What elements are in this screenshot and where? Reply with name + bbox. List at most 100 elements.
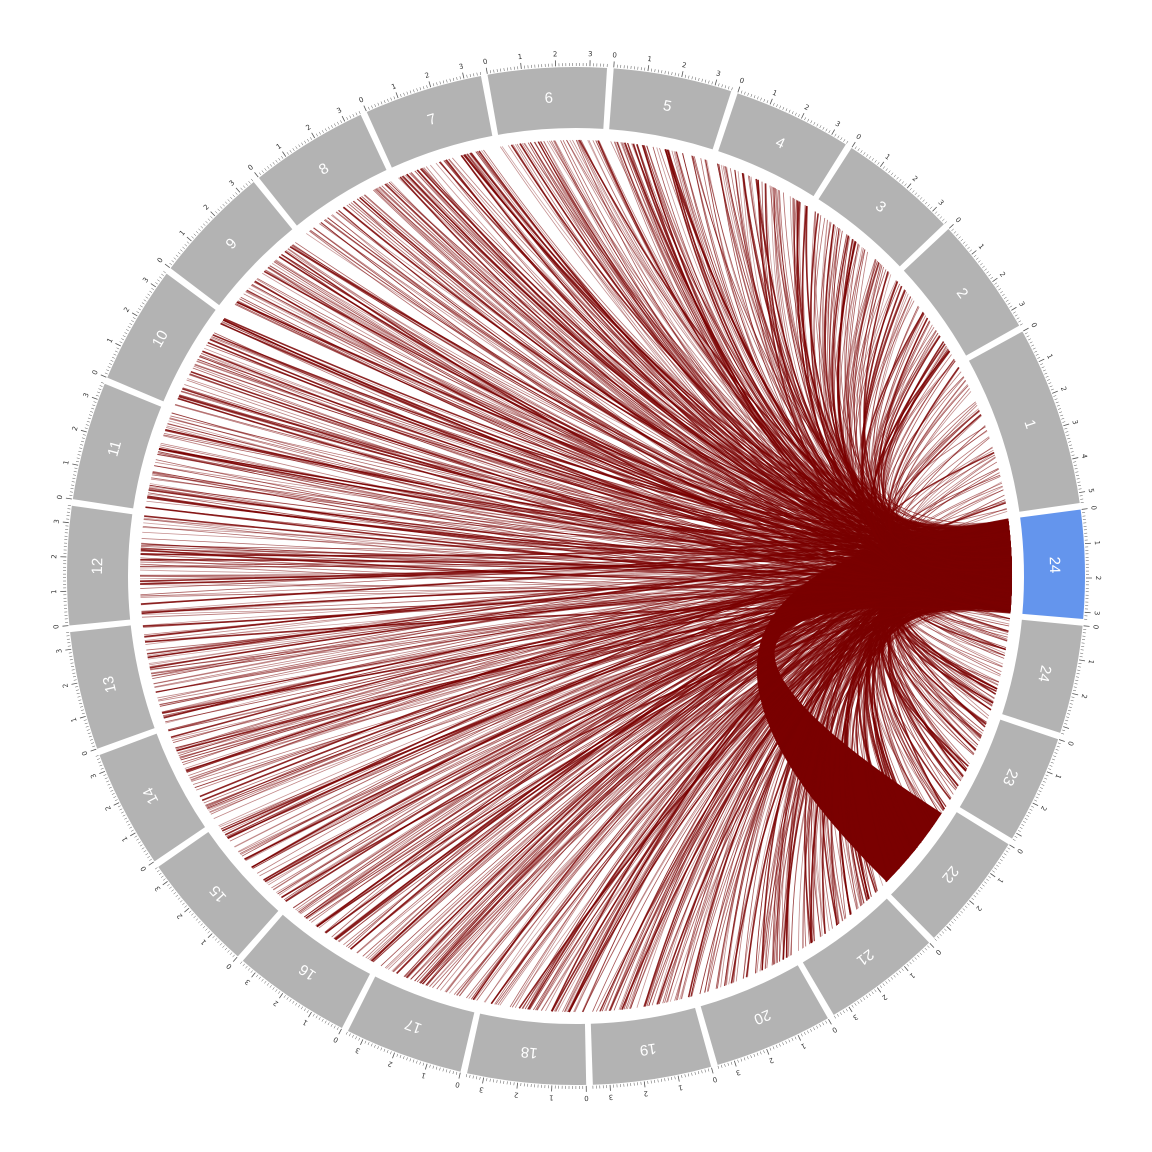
major-tick bbox=[79, 716, 86, 719]
minor-tick bbox=[315, 1015, 318, 1019]
segment-8 bbox=[258, 114, 387, 226]
minor-tick bbox=[944, 221, 947, 224]
minor-tick bbox=[816, 1025, 819, 1029]
minor-tick bbox=[151, 287, 155, 291]
major-tick bbox=[677, 1075, 680, 1082]
minor-tick bbox=[804, 117, 807, 121]
tick-label: 1 bbox=[977, 242, 986, 251]
minor-tick bbox=[717, 1065, 720, 1069]
minor-tick bbox=[986, 878, 989, 881]
minor-tick bbox=[141, 302, 145, 305]
major-tick bbox=[946, 926, 952, 931]
minor-tick bbox=[286, 152, 289, 155]
link-1303 bbox=[896, 501, 1009, 548]
tick-label: 2 bbox=[1094, 576, 1102, 580]
minor-tick bbox=[1078, 662, 1082, 664]
major-tick bbox=[1063, 423, 1070, 427]
minor-tick bbox=[154, 867, 158, 870]
minor-tick bbox=[479, 71, 481, 76]
tick-label: 2 bbox=[50, 554, 58, 559]
minor-tick bbox=[318, 1017, 321, 1021]
tick-label: 0 bbox=[1015, 847, 1024, 855]
minor-tick bbox=[80, 444, 84, 446]
minor-tick bbox=[701, 1070, 703, 1074]
minor-tick bbox=[222, 203, 225, 207]
minor-tick bbox=[352, 1034, 354, 1038]
segment-22 bbox=[891, 812, 1009, 938]
link-1272 bbox=[887, 482, 1012, 574]
link-1296 bbox=[890, 499, 1012, 601]
minor-tick bbox=[266, 983, 270, 986]
minor-tick bbox=[307, 138, 310, 142]
minor-tick bbox=[126, 329, 129, 332]
minor-tick bbox=[87, 732, 91, 735]
minor-tick bbox=[744, 91, 746, 95]
tick-label: 1 bbox=[1093, 540, 1101, 545]
minor-tick bbox=[261, 170, 264, 173]
minor-tick bbox=[99, 385, 103, 387]
minor-tick bbox=[227, 199, 230, 202]
link-1200 bbox=[833, 236, 1011, 544]
minor-tick bbox=[459, 76, 461, 80]
segment-11 bbox=[72, 383, 162, 509]
minor-tick bbox=[973, 254, 977, 258]
link-428 bbox=[449, 597, 1012, 994]
minor-tick bbox=[155, 282, 158, 285]
minor-tick bbox=[232, 194, 236, 198]
tick-label: 2 bbox=[71, 425, 80, 432]
minor-tick bbox=[295, 1002, 298, 1006]
minor-tick bbox=[785, 1040, 788, 1044]
tick-label: 1 bbox=[301, 1018, 309, 1027]
minor-tick bbox=[684, 74, 686, 78]
minor-tick bbox=[113, 353, 117, 356]
minor-tick bbox=[76, 692, 80, 695]
tick-label: 2 bbox=[974, 904, 983, 913]
minor-tick bbox=[896, 176, 899, 180]
minor-tick bbox=[992, 870, 995, 873]
minor-tick bbox=[975, 257, 979, 260]
segment-label: 24 bbox=[1046, 556, 1063, 573]
minor-tick bbox=[1026, 814, 1030, 817]
minor-tick bbox=[899, 179, 902, 182]
tick-label: 1 bbox=[678, 1083, 684, 1092]
minor-tick bbox=[71, 665, 75, 668]
minor-tick bbox=[387, 98, 389, 102]
minor-tick bbox=[1061, 418, 1065, 420]
minor-tick bbox=[390, 1051, 392, 1055]
minor-tick bbox=[979, 886, 983, 890]
major-tick bbox=[254, 172, 259, 178]
major-tick bbox=[232, 956, 238, 962]
minor-tick bbox=[1069, 447, 1073, 450]
segment-9 bbox=[170, 182, 293, 306]
tick-label: 1 bbox=[647, 55, 653, 64]
minor-tick bbox=[816, 123, 819, 127]
tick-label: 0 bbox=[139, 865, 148, 873]
major-tick bbox=[828, 1018, 832, 1025]
minor-tick bbox=[412, 1059, 415, 1063]
minor-tick bbox=[473, 73, 475, 77]
minor-tick bbox=[283, 995, 286, 998]
minor-tick bbox=[1068, 444, 1073, 446]
tick-label: 3 bbox=[458, 62, 464, 71]
major-tick bbox=[906, 183, 912, 189]
link-765 bbox=[168, 420, 1011, 613]
minor-tick bbox=[1012, 838, 1016, 841]
tick-label: 0 bbox=[482, 58, 488, 67]
major-tick bbox=[62, 625, 69, 627]
major-tick bbox=[395, 92, 399, 99]
tick-label: 2 bbox=[681, 61, 687, 70]
minor-tick bbox=[1070, 699, 1074, 702]
link-1040 bbox=[519, 143, 1013, 582]
major-tick bbox=[207, 933, 213, 938]
minor-tick bbox=[834, 133, 837, 137]
minor-tick bbox=[131, 320, 134, 323]
minor-tick bbox=[336, 1027, 339, 1031]
minor-tick bbox=[866, 154, 869, 157]
minor-tick bbox=[143, 850, 147, 853]
minor-tick bbox=[145, 853, 149, 856]
minor-tick bbox=[132, 317, 136, 320]
major-tick bbox=[903, 966, 909, 972]
minor-tick bbox=[98, 761, 102, 764]
minor-tick bbox=[489, 70, 491, 74]
minor-tick bbox=[912, 190, 915, 193]
